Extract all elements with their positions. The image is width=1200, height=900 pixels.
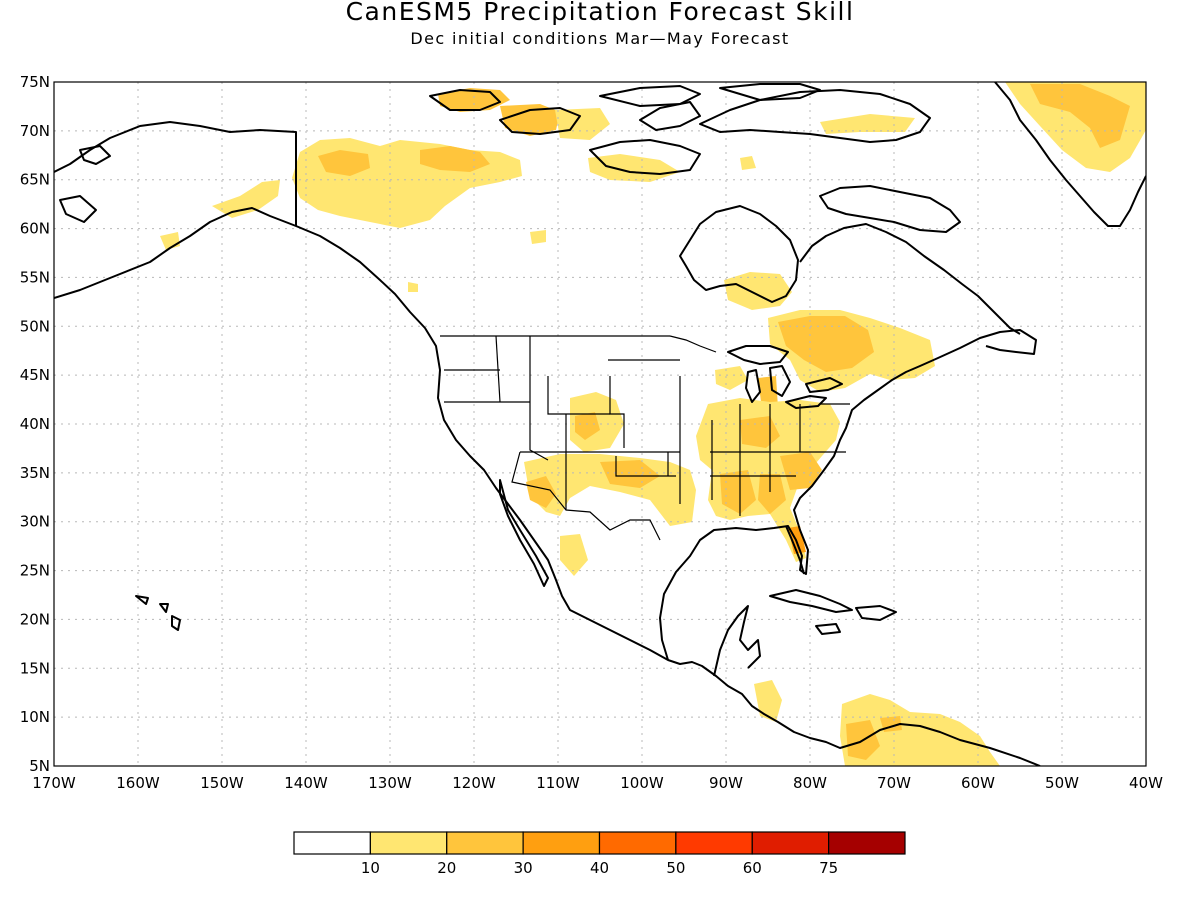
latitude-label: 20N xyxy=(20,610,50,628)
skill-region-yukon xyxy=(292,138,522,228)
latitude-label: 50N xyxy=(20,317,50,335)
coastlines xyxy=(54,82,1146,766)
colorbar-label: 60 xyxy=(743,859,762,877)
longitude-label: 130W xyxy=(368,774,412,792)
skill-shading xyxy=(160,82,1146,766)
longitude-label: 100W xyxy=(620,774,664,792)
longitude-label: 90W xyxy=(709,774,743,792)
latitude-label: 5N xyxy=(29,757,50,775)
skill-region-south-america xyxy=(840,694,1000,766)
skill-region-mackenzie xyxy=(318,150,370,176)
longitude-label: 50W xyxy=(1045,774,1079,792)
latitude-label: 40N xyxy=(20,415,50,433)
longitude-label: 70W xyxy=(877,774,911,792)
map-subtitle: Dec initial conditions Mar—May Forecast xyxy=(410,29,790,48)
longitude-label: 40W xyxy=(1129,774,1163,792)
colorbar-swatch xyxy=(293,831,371,855)
skill-region-mackenzie-2 xyxy=(420,146,490,172)
colorbar-swatch xyxy=(751,831,830,855)
colorbar: 10 20 30 40 50 60 75 xyxy=(293,831,906,877)
longitude-label: 170W xyxy=(32,774,76,792)
colorbar-label: 40 xyxy=(590,859,609,877)
colorbar-swatch xyxy=(598,831,677,855)
latitude-label: 30N xyxy=(20,513,50,531)
colorbar-label: 30 xyxy=(514,859,533,877)
latitude-label: 65N xyxy=(20,171,50,189)
colorbar-swatch xyxy=(446,831,524,855)
graticule xyxy=(54,82,1146,766)
latitude-label: 60N xyxy=(20,220,50,238)
latitude-label: 35N xyxy=(20,464,50,482)
longitude-label: 160W xyxy=(116,774,160,792)
longitude-label: 110W xyxy=(536,774,580,792)
colorbar-label: 50 xyxy=(666,859,685,877)
map-frame xyxy=(53,81,1147,767)
latitude-label: 25N xyxy=(20,562,50,580)
longitude-labels: 170W 160W 150W 140W 130W 120W 110W 100W 90W 80W 70… xyxy=(32,774,1163,792)
longitude-label: 140W xyxy=(284,774,328,792)
colorbar-swatch xyxy=(369,831,448,855)
colorbar-label: 20 xyxy=(437,859,456,877)
longitude-label: 80W xyxy=(793,774,827,792)
longitude-label: 150W xyxy=(200,774,244,792)
latitude-label: 75N xyxy=(20,73,50,91)
colorbar-label: 75 xyxy=(819,859,838,877)
longitude-label: 60W xyxy=(961,774,995,792)
political-borders xyxy=(440,335,850,541)
latitude-label: 10N xyxy=(20,708,50,726)
colorbar-swatch xyxy=(675,831,753,855)
latitude-label: 15N xyxy=(20,659,50,677)
latitude-label: 70N xyxy=(20,122,50,140)
longitude-label: 120W xyxy=(452,774,496,792)
colorbar-swatch xyxy=(828,831,906,855)
colorbar-label: 10 xyxy=(361,859,380,877)
latitude-label: 55N xyxy=(20,268,50,286)
colorbar-swatch xyxy=(522,831,601,855)
latitude-labels: 75N 70N 65N 60N 55N 50N 45N 40N 35N 30N 25N 20N 15N 1… xyxy=(20,73,50,775)
latitude-label: 45N xyxy=(20,366,50,384)
map-title: CanESM5 Precipitation Forecast Skill xyxy=(345,0,855,26)
